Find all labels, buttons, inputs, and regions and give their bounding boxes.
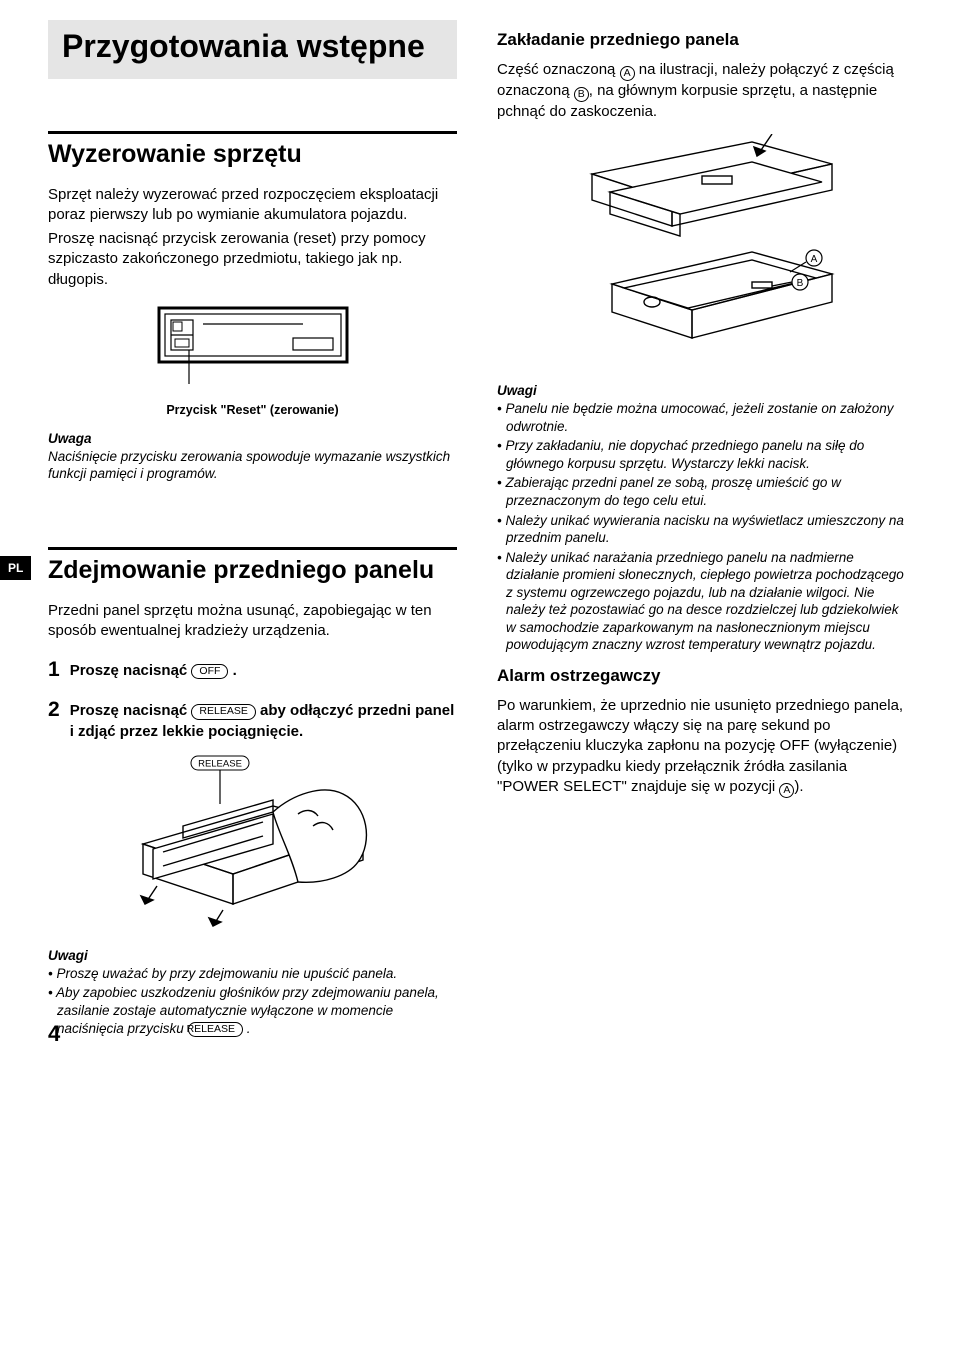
marker-a: A [620, 66, 635, 81]
figure-attach-panel: A B [497, 134, 906, 369]
figure-reset-button: Przycisk "Reset" (zerowanie) [48, 302, 457, 417]
subheading-alarm: Alarm ostrzegawczy [497, 666, 906, 686]
page-columns: Przygotowania wstępne Wyzerowanie sprzęt… [48, 30, 906, 1039]
body-text: Przedni panel sprzętu można usunąć, zapo… [48, 601, 457, 642]
step-2: 2 Proszę nacisnąć RELEASE aby odłączyć p… [48, 699, 457, 742]
marker-b: B [574, 87, 589, 102]
marker-a: A [779, 783, 794, 798]
note-title: Uwaga [48, 431, 457, 446]
text-fragment: ). [794, 778, 803, 795]
release-button-label: RELEASE [191, 704, 255, 719]
note-item: Panelu nie będzie można umocować, jeżeli… [497, 400, 906, 435]
subsection-title-reset: Wyzerowanie sprzętu [48, 131, 457, 169]
text-fragment: Po warunkiem, że uprzednio nie usunięto … [497, 697, 903, 795]
release-button-label: RELEASE [188, 1022, 243, 1037]
section-header: Przygotowania wstępne [62, 28, 443, 65]
right-column: Zakładanie przedniego panela Część oznac… [497, 30, 906, 1039]
figure-caption: Przycisk "Reset" (zerowanie) [48, 403, 457, 417]
note-item: Aby zapobiec uszkodzeniu głośników przy … [48, 984, 457, 1037]
notes-title: Uwagi [497, 383, 906, 398]
note-body: Naciśnięcie przycisku zerowania spowoduj… [48, 448, 457, 483]
notes-list-left: Proszę uważać by przy zdejmowaniu nie up… [48, 965, 457, 1037]
step-text-fragment: . [228, 662, 236, 679]
step-text-fragment: Proszę nacisnąć [70, 702, 192, 719]
figure-release-panel: RELEASE [48, 754, 457, 934]
marker-b-fig: B [796, 278, 803, 289]
note-item: Należy unikać wywierania nacisku na wyśw… [497, 512, 906, 547]
note-item: Przy zakładaniu, nie dopychać przedniego… [497, 437, 906, 472]
step-text: Proszę nacisnąć RELEASE aby odłączyć prz… [70, 699, 457, 742]
notes-title: Uwagi [48, 948, 457, 963]
body-text: Proszę nacisnąć przycisk zerowania (rese… [48, 229, 457, 290]
release-label-text: RELEASE [198, 758, 242, 769]
page-number: 4 [48, 1021, 60, 1047]
section-header-box: Przygotowania wstępne [48, 20, 457, 79]
notes-list-right: Panelu nie będzie można umocować, jeżeli… [497, 400, 906, 654]
note-item: Należy unikać narażania przedniego panel… [497, 549, 906, 654]
step-text-fragment: Proszę nacisnąć [70, 662, 192, 679]
note-text-fragment: . [243, 1021, 251, 1036]
language-tab: PL [0, 556, 31, 580]
step-text: Proszę nacisnąć OFF . [70, 659, 237, 681]
body-text: Sprzęt należy wyzerować przed rozpoczęci… [48, 185, 457, 226]
step-number: 1 [48, 659, 60, 681]
body-text: Po warunkiem, że uprzednio nie usunięto … [497, 696, 906, 798]
step-1: 1 Proszę nacisnąć OFF . [48, 659, 457, 681]
note-item: Proszę uważać by przy zdejmowaniu nie up… [48, 965, 457, 983]
subsection-title-remove-panel: Zdejmowanie przedniego panelu [48, 547, 457, 585]
step-number: 2 [48, 699, 60, 742]
marker-a-fig: A [810, 254, 817, 265]
off-button-label: OFF [191, 664, 228, 679]
body-text: Część oznaczoną A na ilustracji, należy … [497, 60, 906, 122]
subheading-attach-panel: Zakładanie przedniego panela [497, 30, 906, 50]
text-fragment: Część oznaczoną [497, 61, 620, 78]
note-item: Zabierając przedni panel ze sobą, proszę… [497, 474, 906, 509]
left-column: Przygotowania wstępne Wyzerowanie sprzęt… [48, 30, 457, 1039]
